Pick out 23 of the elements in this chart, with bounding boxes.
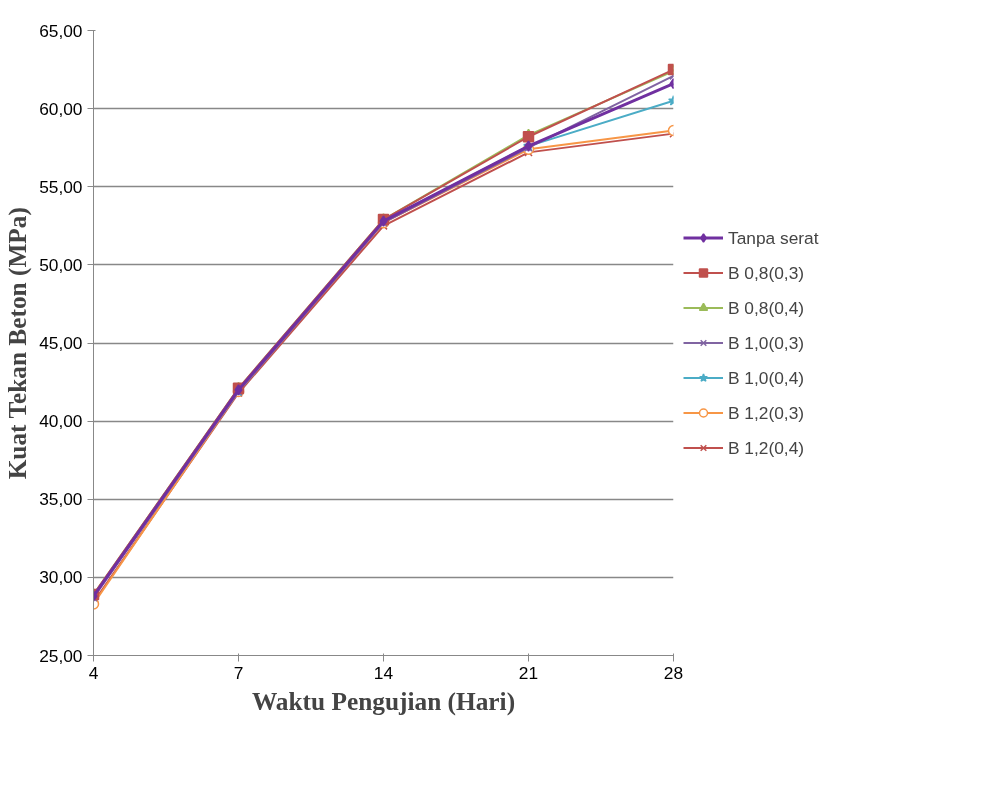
y-axis-title: Kuat Tekan Beton (MPa) (3, 207, 33, 480)
legend-label: B 1,2(0,4) (728, 437, 805, 458)
x-axis-title: Waktu Pengujian (Hari) (251, 686, 516, 716)
x-tick-label: 7 (233, 662, 244, 683)
y-tick-label: 60,00 (39, 98, 83, 119)
x-tick-label: 4 (88, 662, 99, 683)
legend-label: B 1,0(0,4) (728, 367, 805, 388)
legend-label: B 1,0(0,3) (728, 332, 805, 353)
legend-label: B 0,8(0,3) (728, 262, 805, 283)
x-tick-label: 14 (373, 662, 394, 683)
y-tick-label: 50,00 (39, 254, 83, 275)
legend-label: B 1,2(0,3) (728, 402, 805, 423)
y-tick-label: 65,00 (39, 20, 83, 41)
x-tick-label: 21 (518, 662, 539, 683)
x-tick-label: 28 (663, 662, 684, 683)
legend-label: B 0,8(0,4) (728, 297, 805, 318)
y-tick-label: 40,00 (39, 411, 83, 432)
y-tick-label: 30,00 (39, 567, 83, 588)
y-tick-label: 35,00 (39, 489, 83, 510)
y-tick-label: 55,00 (39, 176, 83, 197)
y-tick-label: 45,00 (39, 333, 83, 353)
y-tick-label: 25,00 (39, 645, 83, 666)
legend-label: Tanpa serat (728, 227, 819, 248)
